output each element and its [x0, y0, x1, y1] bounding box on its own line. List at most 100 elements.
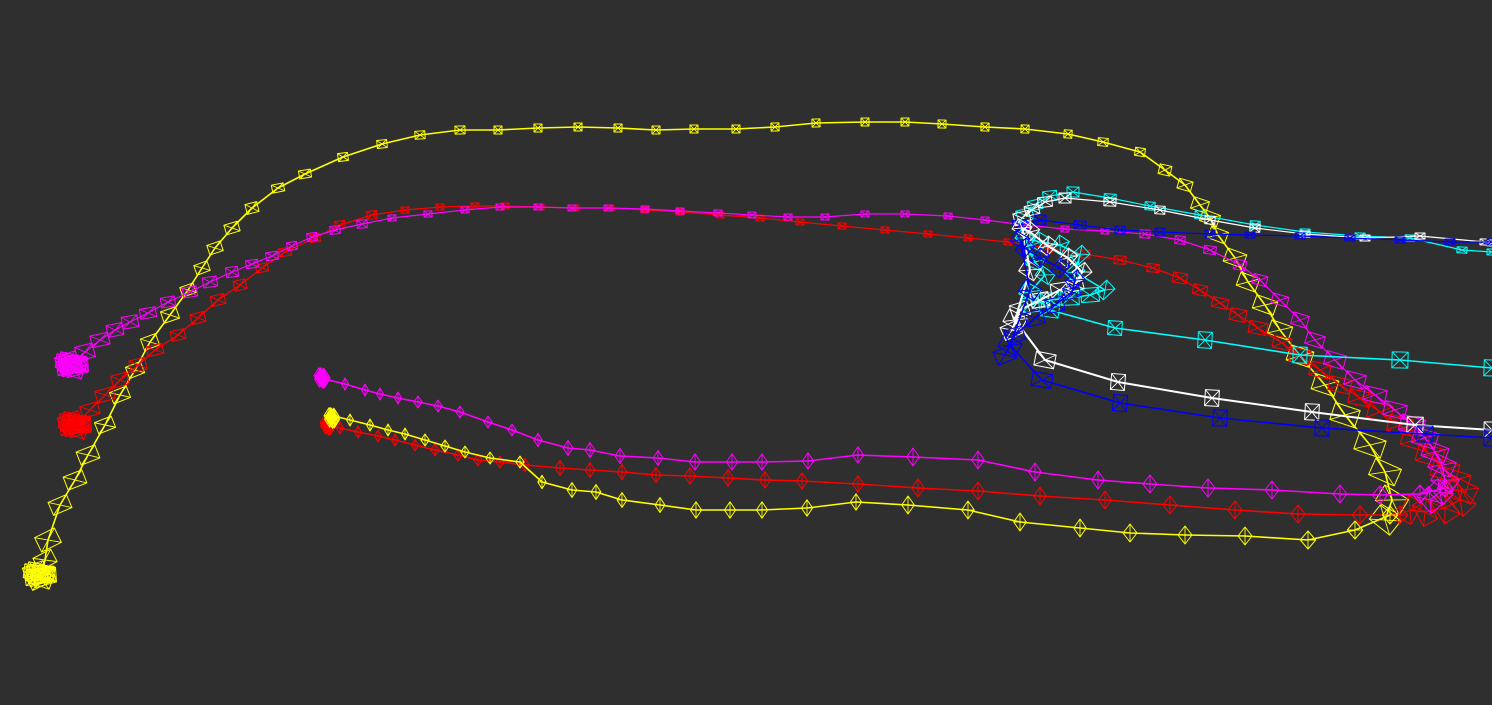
trajectory-line: [1021, 197, 1492, 244]
camera-frustum: [120, 314, 140, 330]
camera-frustum: [1157, 163, 1173, 177]
camera-frustum: [1030, 370, 1054, 390]
camera-frustum: [47, 494, 73, 516]
camera-frustum: [245, 258, 259, 270]
camera-frustum: [1018, 278, 1042, 302]
camera-frustum: [1064, 269, 1086, 291]
camera-frustum: [1097, 137, 1109, 147]
camera-frustum: [770, 122, 780, 132]
camera-frustum: [1411, 497, 1439, 527]
camera-frustum: [1073, 220, 1087, 230]
camera-frustum: [1381, 505, 1399, 525]
camera-frustum: [400, 206, 410, 214]
camera-frustum: [906, 447, 920, 467]
camera-frustum: [411, 438, 419, 452]
camera-frustum: [1322, 350, 1348, 370]
camera-frustum: [1122, 523, 1138, 543]
camera-frustum: [795, 218, 805, 226]
camera-frustum: [460, 445, 470, 459]
camera-frustum: [376, 387, 384, 401]
camera-frustum: [366, 418, 374, 432]
camera-frustum: [533, 203, 543, 211]
camera-frustum: [366, 210, 378, 220]
camera-frustum: [75, 444, 101, 466]
camera-frustum: [232, 278, 248, 292]
camera-frustum: [1200, 478, 1216, 498]
camera-frustum: [414, 130, 426, 140]
camera-frustum: [1073, 518, 1087, 538]
camera-frustum: [971, 481, 985, 501]
camera-frustum: [108, 385, 132, 405]
camera-frustum: [1033, 350, 1057, 370]
camera-frustum: [1327, 375, 1353, 395]
camera-frustum: [401, 427, 409, 441]
camera-frustum: [851, 446, 865, 464]
camera-frustum: [336, 421, 344, 435]
camera-frustum: [138, 306, 158, 320]
camera-frustum: [473, 453, 483, 467]
trajectory-cyan-upper[interactable]: [1015, 186, 1492, 256]
camera-frustum: [1103, 197, 1117, 207]
camera-frustum: [1347, 388, 1373, 408]
camera-frustum: [961, 500, 975, 520]
camera-frustum: [297, 168, 313, 180]
camera-frustum: [1444, 238, 1456, 246]
camera-frustum: [455, 405, 465, 419]
trajectory-line: [74, 205, 1463, 513]
camera-frustum: [1113, 255, 1127, 265]
camera-frustum: [1109, 372, 1127, 392]
camera-frustum: [306, 231, 318, 243]
camera-frustum: [1063, 129, 1073, 139]
camera-frustum: [60, 416, 88, 438]
camera-frustum: [811, 118, 821, 128]
camera-frustum: [1264, 480, 1280, 500]
trajectory-magenta-upper[interactable]: [53, 203, 1460, 515]
camera-frustum: [820, 213, 830, 221]
camera-frustum: [713, 209, 723, 217]
camera-frustum: [453, 448, 463, 462]
trajectory-blue-lower[interactable]: [992, 230, 1492, 447]
camera-frustum: [860, 117, 870, 127]
trajectory-line: [324, 424, 1401, 516]
camera-frustum: [1232, 258, 1248, 272]
camera-frustum: [1171, 271, 1189, 285]
trajectory-red-upper[interactable]: [56, 202, 1480, 527]
trajectory-line: [1024, 237, 1492, 369]
camera-frustum: [201, 275, 219, 289]
camera-frustum: [1210, 295, 1230, 311]
camera-frustum: [110, 371, 130, 389]
camera-frustum: [169, 328, 187, 342]
camera-frustum: [554, 460, 566, 476]
camera-frustum: [440, 439, 450, 453]
camera-frustum: [923, 230, 933, 238]
camera-frustum: [1018, 258, 1042, 282]
camera-frustum: [1251, 272, 1269, 288]
camera-frustum: [1029, 247, 1051, 269]
camera-frustum: [346, 413, 354, 427]
camera-frustum: [1244, 231, 1256, 239]
camera-frustum: [616, 464, 628, 480]
camera-frustum: [25, 566, 53, 588]
trajectory-line: [1004, 239, 1492, 439]
trajectory-yellow-lower[interactable]: [323, 407, 1399, 550]
trajectory-cyan-lower[interactable]: [1014, 227, 1492, 377]
camera-frustum: [376, 139, 388, 149]
trajectory-yellow-upper[interactable]: [21, 117, 1410, 591]
camera-frustum: [1011, 218, 1033, 238]
camera-frustum: [1351, 505, 1369, 525]
camera-frustum: [1023, 203, 1041, 217]
camera-frustum: [614, 448, 626, 464]
camera-frustum: [800, 499, 814, 517]
camera-frustum: [206, 240, 224, 256]
trajectory-red-lower[interactable]: [319, 414, 1409, 525]
trajectory-magenta-lower[interactable]: [313, 367, 1454, 505]
camera-frustum: [374, 429, 382, 443]
camera-frustum: [1391, 351, 1409, 369]
camera-frustum: [181, 285, 199, 299]
camera-frustum: [341, 377, 349, 391]
camera-frustum: [62, 469, 88, 491]
trajectory-blue-upper[interactable]: [1012, 214, 1492, 246]
camera-frustum: [755, 453, 769, 471]
